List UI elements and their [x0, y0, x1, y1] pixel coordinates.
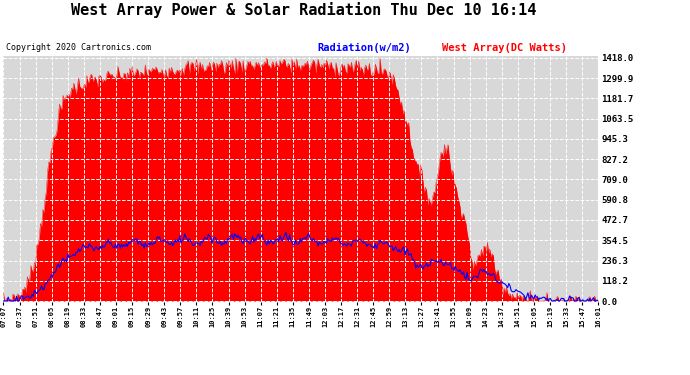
Text: West Array(DC Watts): West Array(DC Watts): [442, 43, 566, 53]
Text: Radiation(w/m2): Radiation(w/m2): [317, 43, 411, 53]
Text: West Array Power & Solar Radiation Thu Dec 10 16:14: West Array Power & Solar Radiation Thu D…: [71, 2, 536, 18]
Text: Copyright 2020 Cartronics.com: Copyright 2020 Cartronics.com: [6, 43, 150, 52]
